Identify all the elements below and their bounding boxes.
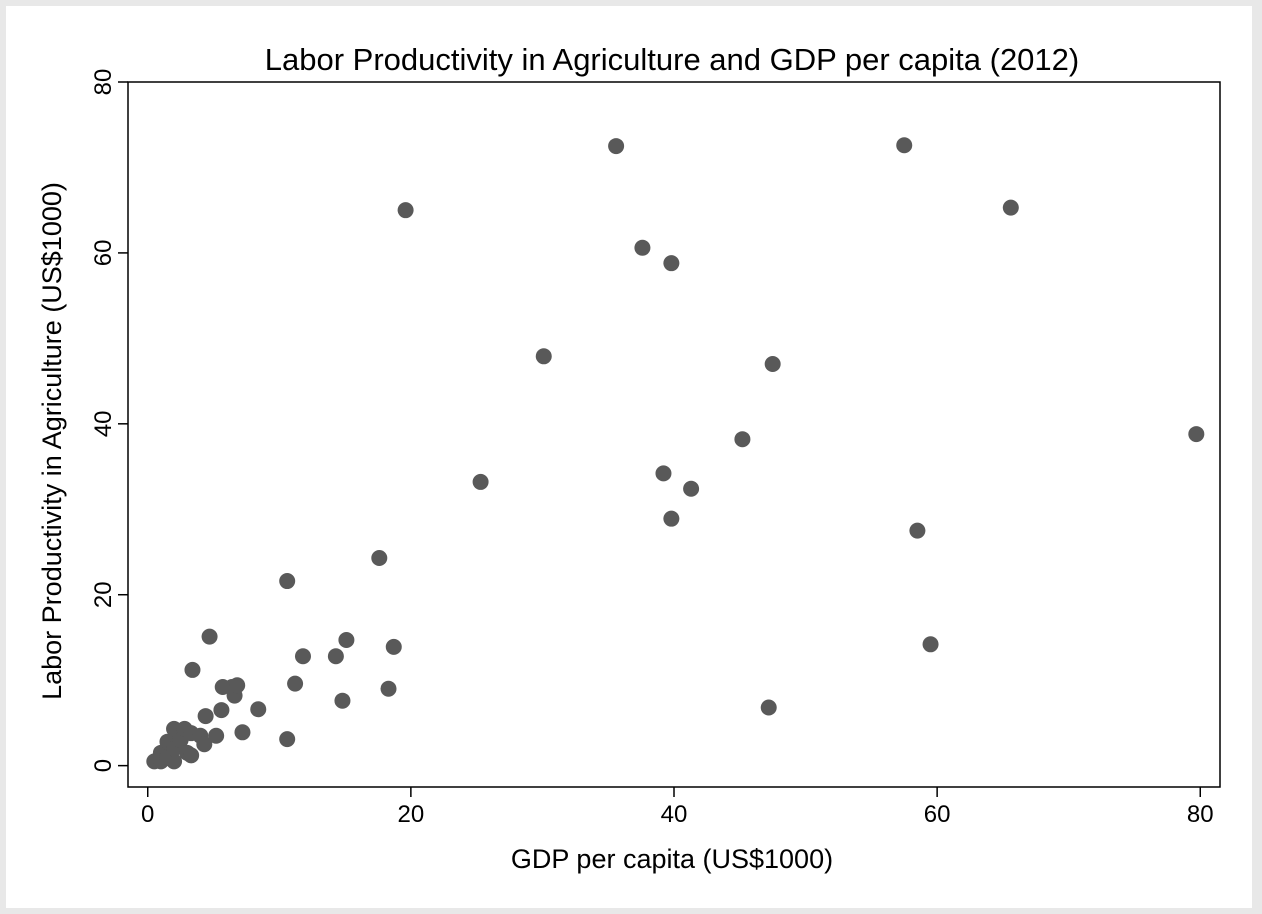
data-point: [764, 356, 781, 372]
data-point: [663, 510, 680, 527]
data-point: [208, 727, 225, 744]
y-axis-title: Labor Productivity in Agriculture (US$10…: [37, 182, 67, 700]
data-point: [608, 138, 625, 155]
y-tick-label: 80: [90, 69, 117, 96]
data-point: [234, 724, 251, 741]
data-point: [922, 636, 939, 653]
scatter-chart: Labor Productivity in Agriculture and GD…: [37, 42, 1221, 874]
data-point: [1002, 199, 1019, 216]
data-point: [166, 753, 183, 770]
y-tick-label: 0: [90, 759, 117, 772]
data-point: [201, 628, 218, 645]
data-point: [397, 202, 414, 219]
data-point: [1188, 426, 1205, 443]
y-tick-label: 60: [90, 240, 117, 267]
data-point: [184, 661, 201, 678]
x-tick-label: 0: [141, 801, 154, 828]
data-point: [655, 465, 672, 482]
data-point: [909, 522, 926, 539]
data-point: [683, 480, 700, 497]
data-point: [760, 699, 777, 716]
data-point: [196, 736, 213, 753]
data-point: [535, 348, 552, 365]
x-tick-label: 80: [1187, 801, 1214, 828]
data-point: [634, 239, 651, 256]
data-point: [229, 677, 246, 694]
data-point: [472, 473, 489, 490]
x-tick-label: 40: [661, 801, 688, 828]
chart-frame: Labor Productivity in Agriculture and GD…: [6, 6, 1252, 908]
data-point: [338, 632, 355, 649]
y-tick-label: 40: [90, 410, 117, 437]
data-point: [279, 731, 296, 748]
x-tick-label: 60: [924, 801, 951, 828]
x-tick-label: 20: [398, 801, 425, 828]
data-point: [896, 137, 913, 154]
data-point: [287, 675, 304, 692]
data-point: [183, 747, 200, 764]
y-tick-label: 20: [90, 581, 117, 608]
data-point: [250, 701, 267, 718]
chart-title: Labor Productivity in Agriculture and GD…: [265, 42, 1079, 77]
data-point: [294, 648, 311, 665]
data-point: [334, 692, 351, 709]
data-point: [385, 638, 402, 655]
data-point: [327, 648, 344, 665]
data-point: [371, 549, 388, 566]
data-point: [380, 680, 397, 697]
data-point: [197, 708, 214, 725]
data-point: [663, 255, 680, 272]
x-axis: 0 20 40 60 80: [141, 787, 1214, 828]
data-point: [734, 431, 751, 448]
data-point: [213, 702, 230, 719]
data-points: [146, 137, 1205, 770]
x-axis-title: GDP per capita (US$1000): [511, 844, 833, 874]
data-point: [279, 573, 296, 590]
y-axis: 0 20 40 60 80: [90, 69, 128, 772]
